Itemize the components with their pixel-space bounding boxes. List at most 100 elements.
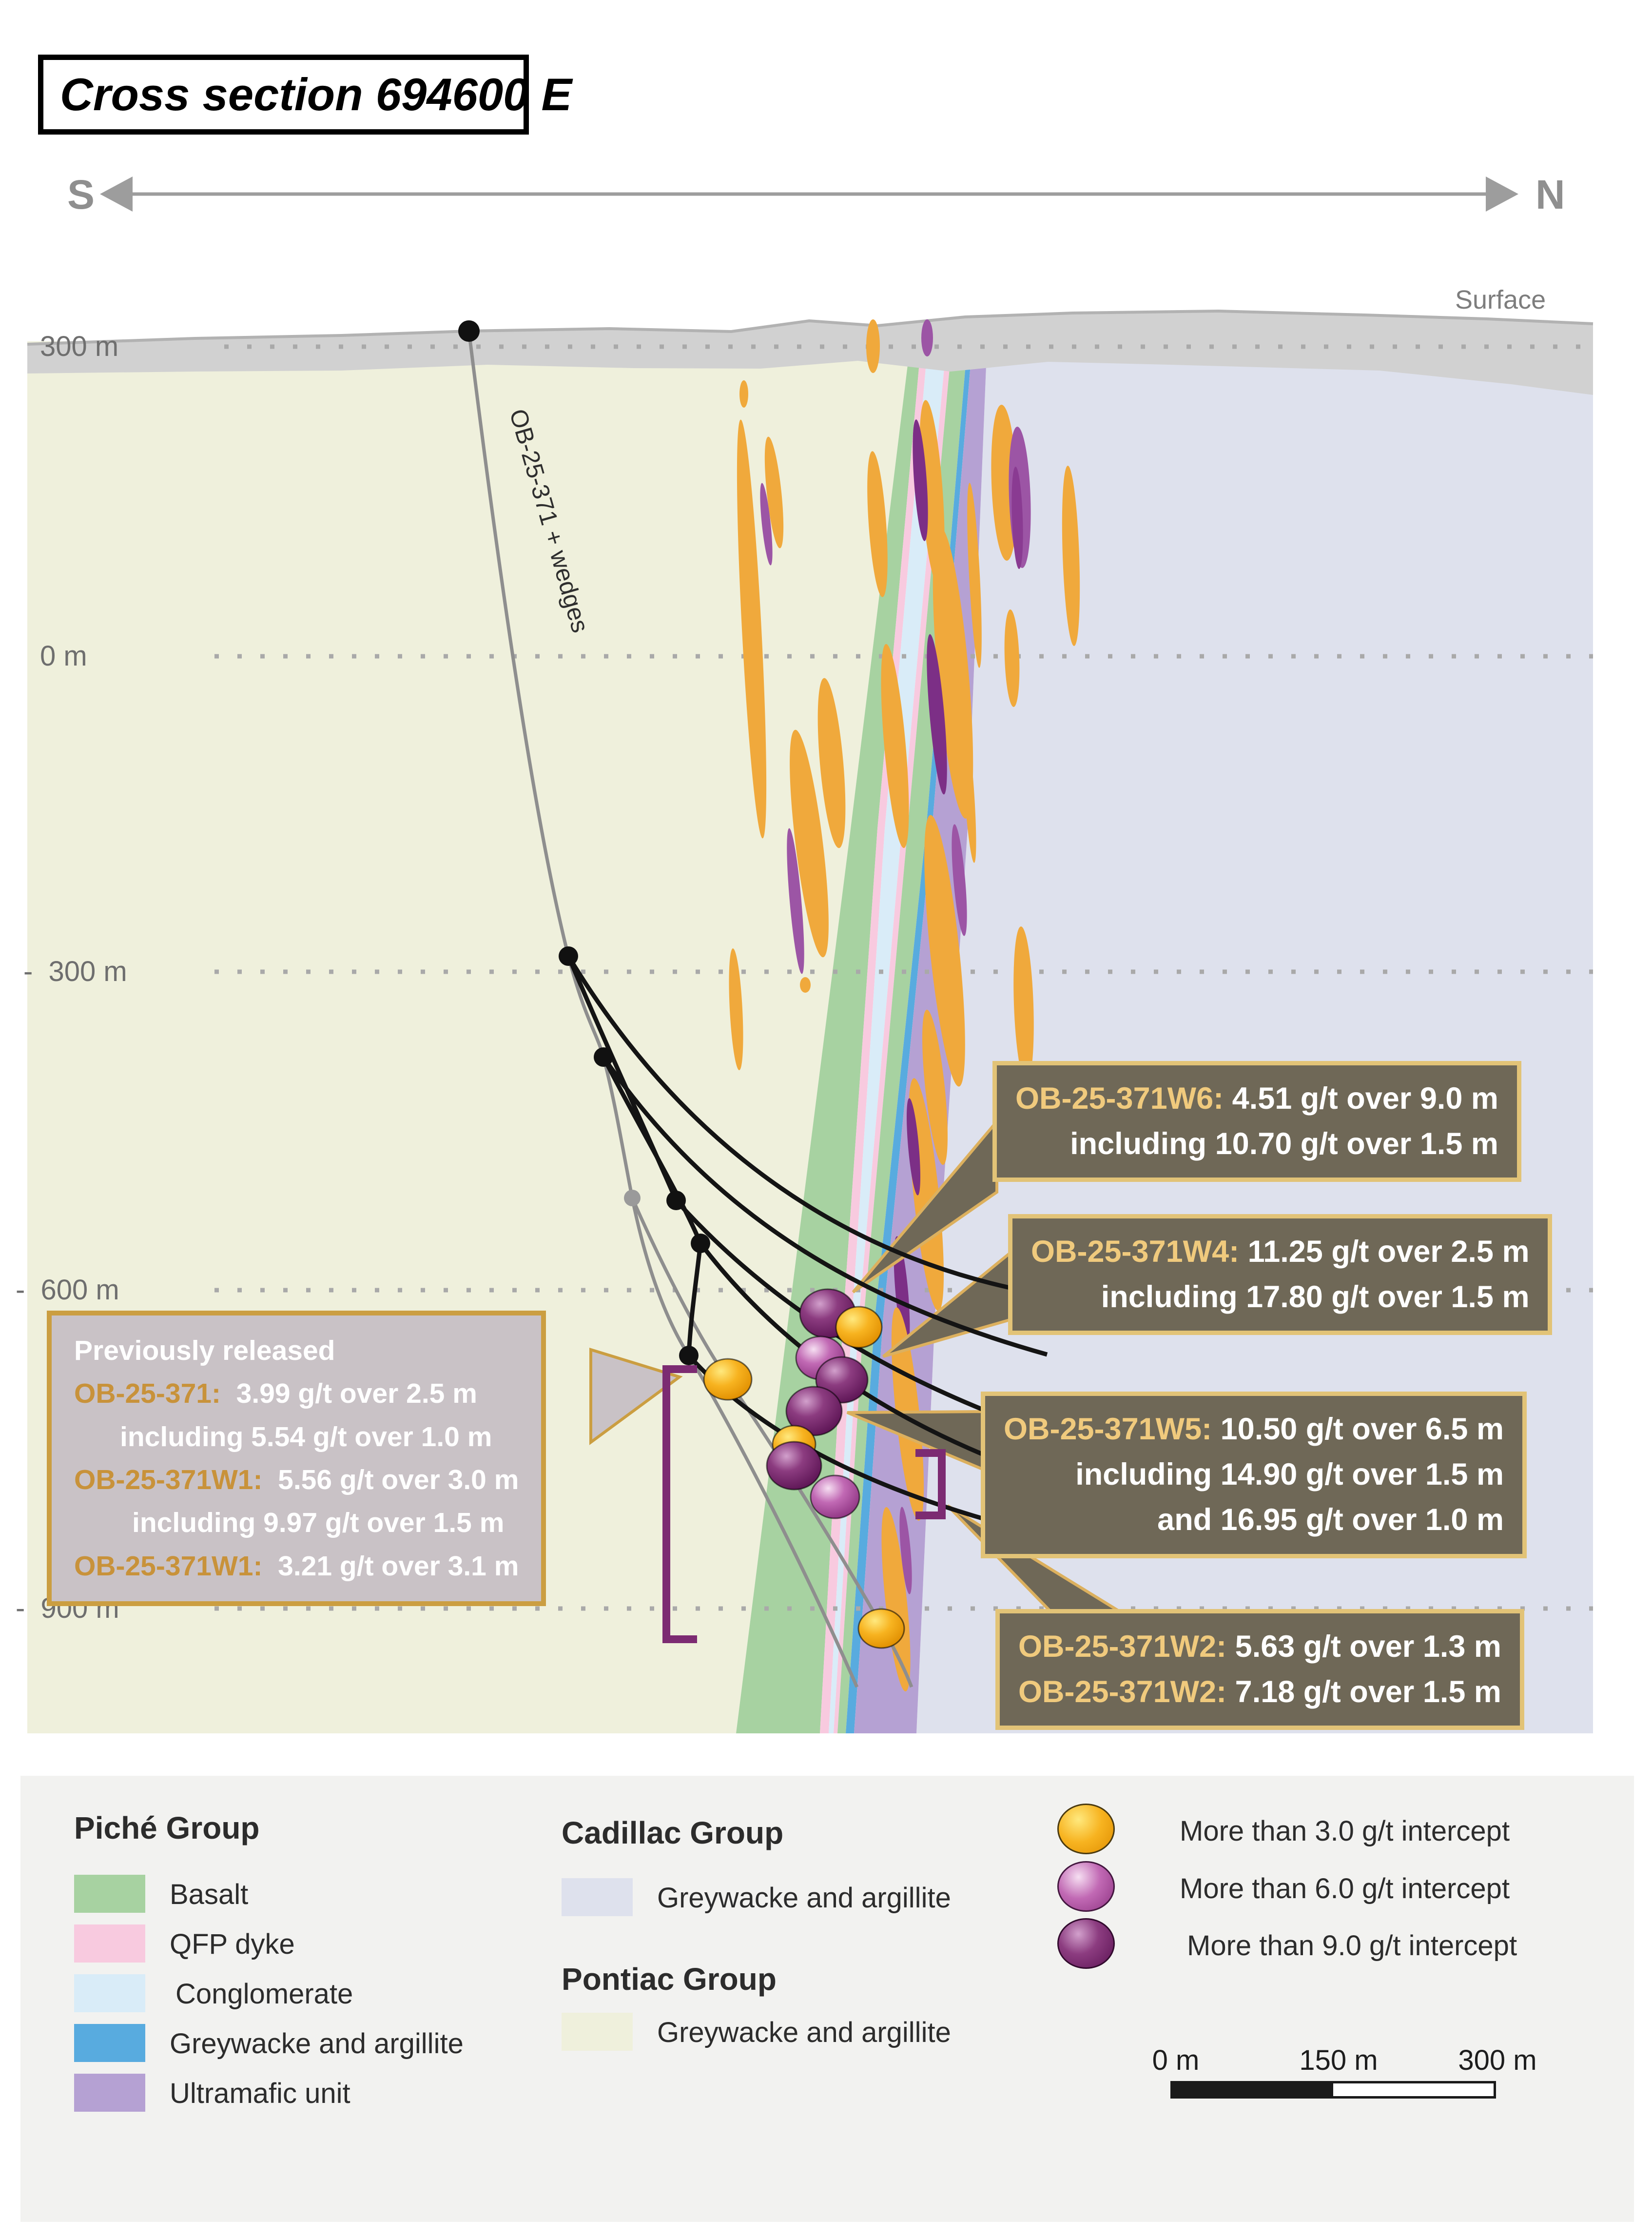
- compass-north-label: N: [1535, 172, 1565, 217]
- depth-label-minus300m: - 300 m: [23, 956, 127, 987]
- legend-swatch-qfp-dyke: [74, 1924, 145, 1963]
- callout-w4-line1: OB-25-371W4: 11.25 g/t over 2.5 m: [1031, 1235, 1530, 1269]
- arrowhead-north-icon: [1486, 177, 1518, 212]
- collar-dot: [458, 320, 480, 342]
- legend-swatch-ultramafic: [74, 2074, 145, 2112]
- wedge-trace-1: [566, 955, 1027, 1294]
- gold-pod: [922, 1009, 948, 1165]
- kickoff-dot: [594, 1047, 613, 1067]
- title-box: Cross section 694600 E: [38, 55, 572, 135]
- ultramafic-pod: [760, 483, 773, 566]
- callout-w4-line2: including 17.80 g/t over 1.5 m: [1101, 1280, 1530, 1315]
- compass-arrow: S N: [67, 172, 1565, 217]
- previous-row-3: OB-25-371W1: 5.56 g/t over 3.0 m: [74, 1464, 519, 1496]
- kickoff-dot: [679, 1346, 699, 1365]
- legend-label-3gt: More than 3.0 g/t intercept: [1180, 1815, 1510, 1847]
- scalebar-label-0m: 0 m: [1152, 2044, 1200, 2076]
- gold-pod: [867, 451, 888, 597]
- legend-swatch-greywacke-pontiac: [562, 2013, 633, 2051]
- surface-topo-line: [27, 309, 1594, 346]
- bracket-left: [662, 1365, 697, 1643]
- surface-label: Surface: [1455, 285, 1546, 314]
- intercept-spheres: [703, 1288, 905, 1649]
- callout-w5: OB-25-371W5: 10.50 g/t over 6.5 m includ…: [981, 1392, 1527, 1558]
- callout-w2-line1: OB-25-371W2: 5.63 g/t over 1.3 m: [1018, 1629, 1501, 1664]
- callout-w2: OB-25-371W2: 5.63 g/t over 1.3 m OB-25-3…: [995, 1609, 1524, 1730]
- intercept-sphere-9gt: [766, 1441, 822, 1491]
- ultramafic-pod: [899, 1507, 912, 1594]
- legend-label-6gt: More than 6.0 g/t intercept: [1180, 1873, 1510, 1904]
- gold-pod: [962, 717, 976, 863]
- legend-label-qfp-dyke: QFP dyke: [170, 1928, 295, 1960]
- gold-pod: [790, 729, 829, 958]
- ultramafic-pod-dark: [906, 1098, 921, 1196]
- depth-label-0m: 0 m: [40, 640, 87, 672]
- gold-pod: [737, 419, 767, 839]
- gold-pod: [729, 948, 743, 1070]
- intercept-sphere-9gt: [785, 1386, 843, 1436]
- legend-swatch-greywacke-piche: [74, 2024, 145, 2062]
- legend-swatch-greywacke-cadillac: [562, 1878, 633, 1916]
- legend-panel: [20, 1776, 1634, 2222]
- gold-pod: [967, 483, 982, 668]
- previous-title: Previously released: [74, 1335, 335, 1366]
- ultramafic-pod: [921, 319, 933, 356]
- legend-title-piche: Piché Group: [74, 1810, 260, 1845]
- intercept-sphere-3gt: [857, 1608, 905, 1649]
- qfp-dyke-band-2: [834, 341, 952, 1733]
- legend-label-greywacke-piche: Greywacke and argillite: [170, 2028, 464, 2060]
- previous-row-2: including 5.54 g/t over 1.0 m: [120, 1421, 492, 1453]
- depth-label-minus600m: - 600 m: [16, 1274, 119, 1306]
- callout-w4: OB-25-371W4: 11.25 g/t over 2.5 m includ…: [1008, 1214, 1553, 1335]
- previous-row-1: OB-25-371: 3.99 g/t over 2.5 m: [74, 1378, 477, 1410]
- previous-row-5: OB-25-371W1: 3.21 g/t over 3.1 m: [74, 1550, 519, 1582]
- scalebar-label-300m: 300 m: [1458, 2044, 1537, 2076]
- callout-w5-line3: and 16.95 g/t over 1.0 m: [1157, 1503, 1504, 1537]
- legend-title-pontiac: Pontiac Group: [562, 1962, 777, 1997]
- legend-sphere-9gt-icon: [1057, 1918, 1115, 1969]
- legend-title-cadillac: Cadillac Group: [562, 1815, 784, 1850]
- intercept-sphere-6gt: [810, 1474, 860, 1519]
- ultramafic-pod-dark: [894, 1236, 910, 1348]
- legend-label-basalt: Basalt: [170, 1879, 249, 1910]
- previous-row-4: including 9.97 g/t over 1.5 m: [132, 1507, 505, 1539]
- callout-w6-line1: OB-25-371W6: 4.51 g/t over 9.0 m: [1015, 1081, 1498, 1116]
- gold-pod: [881, 1507, 911, 1691]
- gold-pod: [1013, 926, 1034, 1082]
- gold-pod: [1062, 466, 1080, 646]
- arrowhead-south-icon: [100, 177, 133, 212]
- callout-w5-line1: OB-25-371W5: 10.50 g/t over 6.5 m: [1004, 1412, 1504, 1446]
- intercept-sphere-3gt: [835, 1306, 883, 1349]
- depth-label-300m: 300 m: [40, 331, 119, 362]
- ultramafic-pod: [952, 824, 967, 936]
- ultramafic-pod-dark: [927, 634, 947, 795]
- callout-previously-released: Previously released OB-25-371: 3.99 g/t …: [47, 1311, 546, 1607]
- kickoff-dots: [458, 320, 710, 1365]
- surface-overburden: [27, 311, 1593, 395]
- gold-pod: [739, 380, 748, 408]
- legend-label-greywacke-pontiac: Greywacke and argillite: [657, 2017, 951, 2048]
- legend-label-greywacke-cadillac: Greywacke and argillite: [657, 1882, 951, 1914]
- legend-label-conglomerate: Conglomerate: [175, 1978, 353, 2010]
- ultramafic-pod-dark: [913, 419, 928, 541]
- kickoff-dot-gray: [624, 1190, 641, 1206]
- kickoff-dot: [666, 1191, 686, 1210]
- callout-leader-previous: [589, 1347, 683, 1445]
- basalt-band-south: [736, 341, 921, 1733]
- wedge-connector-3: [686, 1243, 703, 1356]
- legend-sphere-6gt-icon: [1057, 1861, 1115, 1912]
- legend-swatch-conglomerate: [74, 1974, 145, 2012]
- kickoff-dot: [691, 1234, 710, 1253]
- gold-pod: [817, 678, 846, 848]
- scalebar-label-150m: 150 m: [1299, 2044, 1378, 2076]
- callout-w5-line2: including 14.90 g/t over 1.5 m: [1075, 1457, 1504, 1492]
- legend-swatch-basalt: [74, 1875, 145, 1913]
- legend-label-ultramafic: Ultramafic unit: [170, 2078, 350, 2109]
- gold-pod: [1004, 609, 1020, 707]
- callout-w2-line2: OB-25-371W2: 7.18 g/t over 1.5 m: [1018, 1675, 1501, 1709]
- zone-brackets: [662, 1365, 946, 1643]
- mineralized-pods: [729, 319, 1080, 1691]
- gold-pod: [800, 977, 811, 993]
- kickoff-dot: [559, 946, 578, 966]
- gold-pod: [764, 436, 784, 549]
